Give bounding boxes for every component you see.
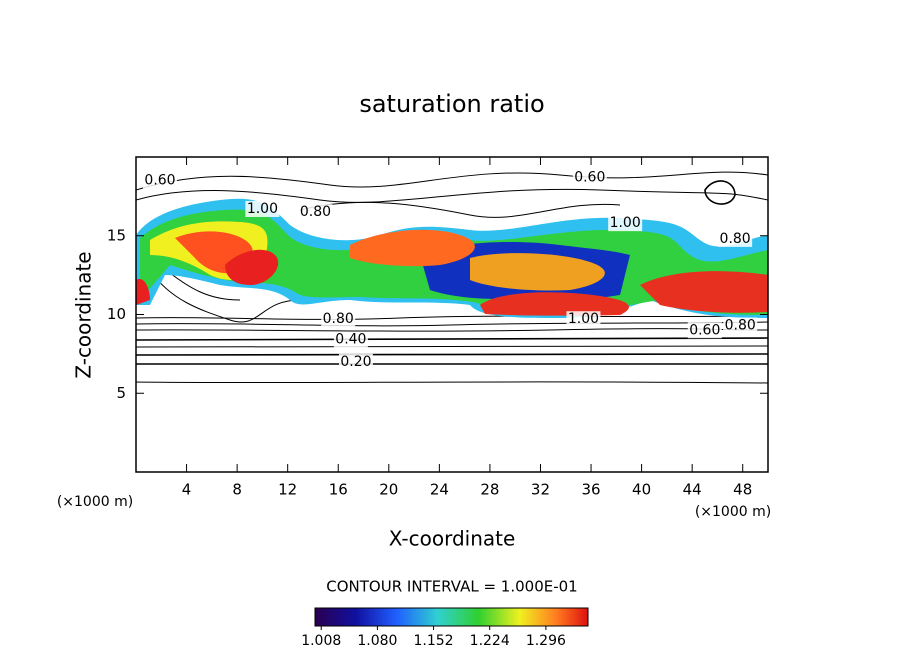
x-tick-label: 48 xyxy=(733,481,752,499)
contour-label-bg xyxy=(572,169,607,186)
y-tick-label: 10 xyxy=(107,305,126,323)
contour-line xyxy=(149,269,301,323)
contour-line xyxy=(136,337,768,341)
x-unit-label: (×1000 m) xyxy=(695,504,771,520)
chart-title: saturation ratio xyxy=(359,90,544,118)
region xyxy=(136,279,150,305)
colorbar-tick-label: 1.080 xyxy=(357,633,397,649)
contour-line xyxy=(136,315,768,320)
contour-label: 0.60 xyxy=(574,169,605,185)
contour-line xyxy=(136,328,768,332)
x-tick-label: 24 xyxy=(430,481,449,499)
contour-label-bg xyxy=(298,204,333,221)
y-tick-label: 15 xyxy=(107,226,126,244)
contour-label-bg xyxy=(143,172,178,189)
x-tick-label: 4 xyxy=(182,481,192,499)
contour-label: 0.80 xyxy=(725,318,756,334)
contour-label-bg xyxy=(321,311,356,328)
contour-line xyxy=(299,201,621,218)
contour-label-bg xyxy=(608,215,643,232)
contour-line xyxy=(136,188,768,203)
contour-line xyxy=(136,171,768,191)
x-tick-label: 12 xyxy=(278,481,297,499)
colorbar-tick-label: 1.152 xyxy=(414,633,454,649)
contour-label-bg xyxy=(566,311,601,328)
contour-line xyxy=(136,381,768,384)
x-tick-label: 44 xyxy=(683,481,702,499)
x-tick-label: 40 xyxy=(632,481,651,499)
contour-label: 1.00 xyxy=(247,201,278,217)
contour-label-bg xyxy=(338,353,373,370)
colorbar-tick-label: 1.296 xyxy=(526,633,566,649)
contour-label: 0.80 xyxy=(300,204,331,220)
contour-line xyxy=(136,321,768,327)
region xyxy=(350,229,475,267)
contour-interval: CONTOUR INTERVAL = 1.000E-01 xyxy=(326,578,577,596)
region xyxy=(225,249,279,285)
contour-line xyxy=(704,180,736,205)
contour-label: 1.00 xyxy=(568,311,599,327)
contour-line xyxy=(136,353,768,356)
y-tick-label: 5 xyxy=(116,384,126,402)
contour-label-bg xyxy=(245,200,280,217)
x-axis-label: X-coordinate xyxy=(389,527,516,551)
x-tick-label: 32 xyxy=(531,481,550,499)
contour-label-bg xyxy=(718,230,753,247)
contour-label: 0.80 xyxy=(720,231,751,247)
region xyxy=(640,271,768,313)
contour-line xyxy=(136,345,768,348)
y-axis-label: Z-coordinate xyxy=(72,251,96,378)
contour-label: 0.20 xyxy=(340,354,371,370)
x-tick-label: 16 xyxy=(329,481,348,499)
contour-label: 0.40 xyxy=(335,332,366,348)
colorbar-tick-label: 1.224 xyxy=(470,633,510,649)
colorbar-tick-label: 1.008 xyxy=(301,633,341,649)
contour-label-bg xyxy=(333,331,368,348)
x-tick-label: 20 xyxy=(379,481,398,499)
contour-label: 0.60 xyxy=(144,173,175,189)
contour-label: 1.00 xyxy=(610,215,641,231)
colorbar xyxy=(314,607,589,627)
x-tick-label: 28 xyxy=(480,481,499,499)
contour-label: 0.60 xyxy=(689,322,720,338)
field xyxy=(136,171,768,384)
x-tick-label: 36 xyxy=(581,481,600,499)
contour-label-bg xyxy=(723,317,758,334)
region xyxy=(470,253,605,291)
contour-label: 0.80 xyxy=(323,311,354,327)
x-tick-label: 8 xyxy=(232,481,242,499)
contour-label-bg xyxy=(687,322,722,339)
region xyxy=(480,292,629,316)
x-unit-label: (×1000 m) xyxy=(57,494,133,510)
